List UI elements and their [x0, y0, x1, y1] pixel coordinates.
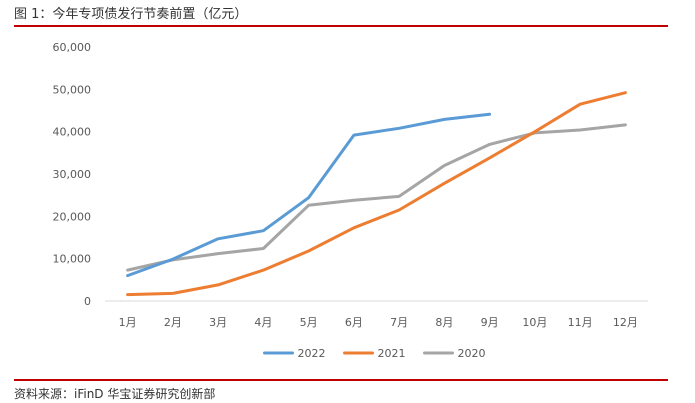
x-tick-label: 5月 [300, 316, 318, 329]
x-tick-label: 1月 [119, 316, 137, 329]
series-line-2021 [126, 91, 627, 297]
figure-title: 图 1：今年专项债发行节奏前置（亿元） [14, 7, 248, 22]
x-tick-label: 7月 [390, 316, 408, 329]
y-tick-label: 50,000 [53, 83, 92, 96]
series-line-2020 [126, 123, 627, 272]
x-tick-label: 10月 [522, 316, 547, 329]
x-tick-label: 9月 [481, 316, 499, 329]
y-tick-label: 10,000 [53, 253, 92, 266]
y-tick-label: 30,000 [53, 168, 92, 181]
y-tick-label: 0 [84, 295, 91, 308]
y-tick-label: 20,000 [53, 210, 92, 223]
source-note: 资料来源：iFinD 华宝证券研究创新部 [14, 387, 216, 401]
x-tick-label: 4月 [254, 316, 272, 329]
x-tick-label: 11月 [568, 316, 593, 329]
legend-label-2020: 2020 [458, 347, 486, 360]
title-rule [14, 25, 668, 27]
series-line-2022 [126, 112, 492, 278]
x-tick-label: 12月 [613, 316, 638, 329]
source-rule [14, 379, 668, 381]
x-tick-label: 8月 [435, 316, 453, 329]
y-tick-label: 40,000 [53, 126, 92, 139]
x-tick-label: 3月 [209, 316, 227, 329]
x-tick-label: 6月 [345, 316, 363, 329]
x-tick-label: 2月 [164, 316, 182, 329]
y-tick-label: 60,000 [53, 41, 92, 54]
legend-label-2021: 2021 [378, 347, 406, 360]
legend-label-2022: 2022 [298, 347, 326, 360]
